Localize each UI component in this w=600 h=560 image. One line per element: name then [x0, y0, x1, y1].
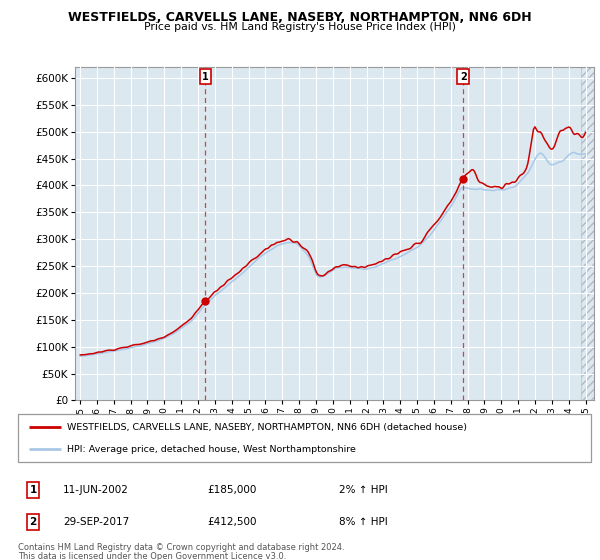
Text: 2: 2	[29, 517, 37, 527]
Text: 2% ↑ HPI: 2% ↑ HPI	[339, 485, 388, 495]
Text: WESTFIELDS, CARVELLS LANE, NASEBY, NORTHAMPTON, NN6 6DH (detached house): WESTFIELDS, CARVELLS LANE, NASEBY, NORTH…	[67, 423, 467, 432]
Text: This data is licensed under the Open Government Licence v3.0.: This data is licensed under the Open Gov…	[18, 552, 286, 560]
Text: £185,000: £185,000	[207, 485, 256, 495]
Text: HPI: Average price, detached house, West Northamptonshire: HPI: Average price, detached house, West…	[67, 445, 356, 454]
Text: WESTFIELDS, CARVELLS LANE, NASEBY, NORTHAMPTON, NN6 6DH: WESTFIELDS, CARVELLS LANE, NASEBY, NORTH…	[68, 11, 532, 24]
Text: Contains HM Land Registry data © Crown copyright and database right 2024.: Contains HM Land Registry data © Crown c…	[18, 543, 344, 552]
Text: Price paid vs. HM Land Registry's House Price Index (HPI): Price paid vs. HM Land Registry's House …	[144, 22, 456, 32]
FancyBboxPatch shape	[18, 414, 591, 462]
Text: 29-SEP-2017: 29-SEP-2017	[63, 517, 129, 527]
Text: 8% ↑ HPI: 8% ↑ HPI	[339, 517, 388, 527]
Text: 2: 2	[460, 72, 467, 82]
Text: £412,500: £412,500	[207, 517, 257, 527]
Text: 11-JUN-2002: 11-JUN-2002	[63, 485, 129, 495]
Text: 1: 1	[202, 72, 209, 82]
Text: 1: 1	[29, 485, 37, 495]
